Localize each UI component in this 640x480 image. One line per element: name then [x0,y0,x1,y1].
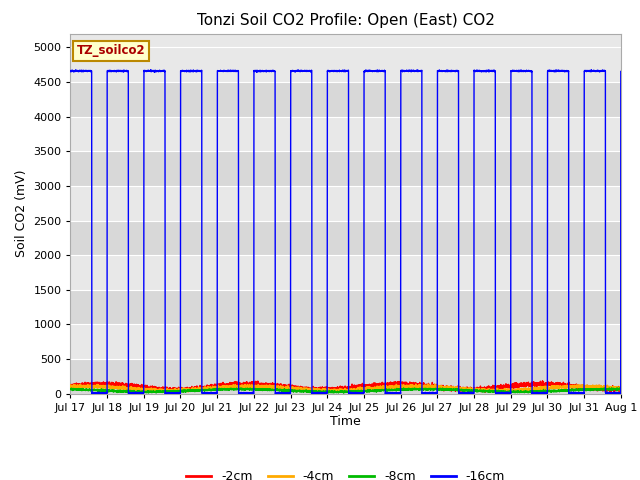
Bar [70,359,621,394]
Legend: -2cm, -4cm, -8cm, -16cm: -2cm, -4cm, -8cm, -16cm [181,465,510,480]
Bar [70,82,621,117]
Y-axis label: Soil CO2 (mV): Soil CO2 (mV) [15,170,28,257]
Bar [70,255,621,290]
Bar [70,48,621,82]
Title: Tonzi Soil CO2 Profile: Open (East) CO2: Tonzi Soil CO2 Profile: Open (East) CO2 [196,13,495,28]
X-axis label: Time: Time [330,415,361,429]
Bar [70,290,621,324]
Bar [70,324,621,359]
Bar [70,117,621,151]
Bar [70,186,621,220]
Bar [70,220,621,255]
Bar [70,151,621,186]
Text: TZ_soilco2: TZ_soilco2 [77,44,146,58]
